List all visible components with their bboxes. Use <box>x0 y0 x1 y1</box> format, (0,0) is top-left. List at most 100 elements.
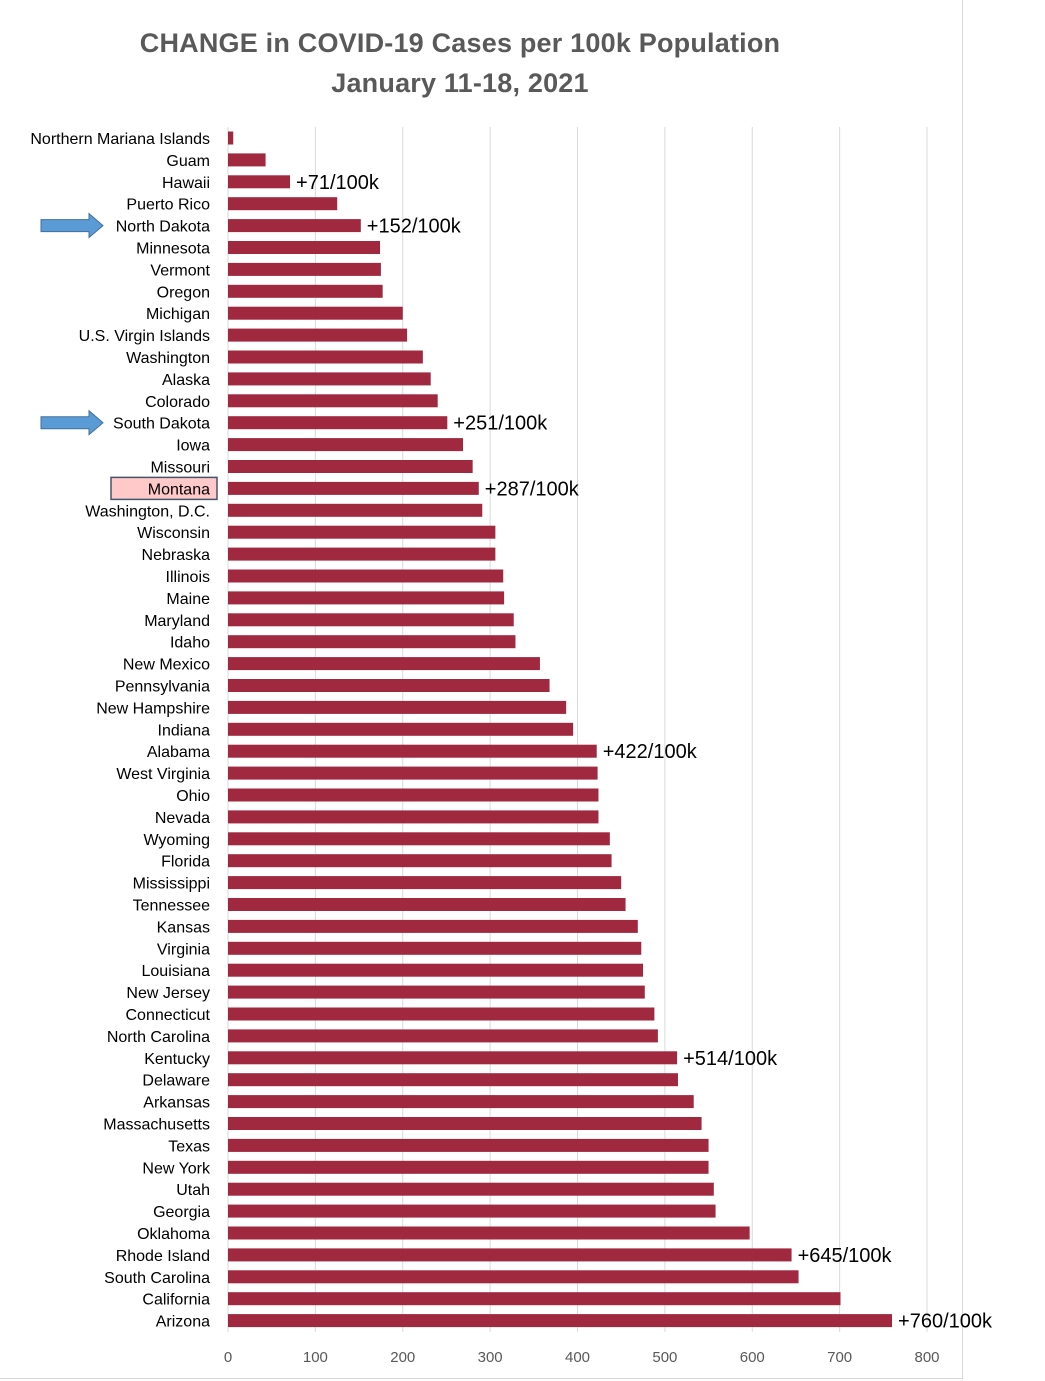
bar-rhode-island <box>228 1248 792 1262</box>
highlight-box <box>110 476 218 501</box>
bar-maryland <box>228 613 514 627</box>
bar-south-carolina <box>228 1270 799 1284</box>
category-label-west-virginia: West Virginia <box>116 766 210 783</box>
category-label-wisconsin: Wisconsin <box>137 525 210 542</box>
arrow-icon-south-dakota <box>40 409 104 436</box>
bar-north-carolina <box>228 1029 658 1043</box>
x-tick-label-400: 400 <box>565 1349 590 1366</box>
category-label-hawaii: Hawaii <box>162 175 210 192</box>
category-label-south-dakota: South Dakota <box>113 416 210 433</box>
category-label-massachusetts: Massachusetts <box>103 1117 210 1134</box>
arrows <box>40 212 104 436</box>
category-label-oregon: Oregon <box>157 284 210 301</box>
category-labels: Northern Mariana Islands Guam Hawaii Puerto… <box>30 131 211 1331</box>
bar-vermont <box>228 262 381 276</box>
bar-virginia <box>228 941 642 955</box>
bar-kentucky <box>228 1051 678 1065</box>
bar-west-virginia <box>228 766 598 780</box>
category-label-north-carolina: North Carolina <box>107 1029 210 1046</box>
category-label-indiana: Indiana <box>158 722 211 739</box>
category-label-maryland: Maryland <box>144 613 210 630</box>
category-label-illinois: Illinois <box>166 569 210 586</box>
category-label-connecticut: Connecticut <box>126 1007 211 1024</box>
bar-minnesota <box>228 241 381 254</box>
bar-louisiana <box>228 963 644 977</box>
x-tick-label-100: 100 <box>303 1349 328 1366</box>
category-label-arkansas: Arkansas <box>143 1095 210 1112</box>
bar-mississippi <box>228 876 622 890</box>
category-label-alabama: Alabama <box>147 744 210 761</box>
bar-georgia <box>228 1204 716 1218</box>
data-label-kentucky: +514/100k <box>683 1048 778 1070</box>
bar-south-dakota <box>228 416 448 430</box>
bar-new-mexico <box>228 657 540 671</box>
bar-texas <box>228 1138 709 1152</box>
x-tick-label-500: 500 <box>652 1349 677 1366</box>
category-label-pennsylvania: Pennsylvania <box>115 679 210 696</box>
category-label-nevada: Nevada <box>155 810 210 827</box>
bar-kansas <box>228 919 638 933</box>
bar-alabama <box>228 744 597 758</box>
x-tick-label-700: 700 <box>827 1349 852 1366</box>
data-label-north-dakota: +152/100k <box>367 216 462 238</box>
bar-idaho <box>228 635 516 649</box>
category-label-new-hampshire: New Hampshire <box>96 700 210 717</box>
bar-maine <box>228 591 505 605</box>
category-label-new-jersey: New Jersey <box>126 985 210 1002</box>
bar-oregon <box>228 284 383 298</box>
bar-oklahoma <box>228 1226 750 1240</box>
x-tick-label-0: 0 <box>224 1349 232 1366</box>
category-label-new-york: New York <box>142 1160 211 1177</box>
bar-delaware <box>228 1073 678 1087</box>
category-label-iowa: Iowa <box>176 438 210 455</box>
bar-missouri <box>228 460 473 473</box>
category-label-rhode-island: Rhode Island <box>116 1248 210 1265</box>
bar-wisconsin <box>228 525 496 539</box>
bar-new-york <box>228 1160 709 1174</box>
category-label-minnesota: Minnesota <box>136 241 210 258</box>
bar-new-jersey <box>228 985 645 999</box>
category-label-u-s-virgin-islands: U.S. Virgin Islands <box>79 328 210 345</box>
bar-massachusetts <box>228 1117 702 1130</box>
category-label-kansas: Kansas <box>157 919 210 936</box>
category-label-missouri: Missouri <box>150 460 210 477</box>
bar-connecticut <box>228 1007 655 1021</box>
bar-ohio <box>228 788 599 802</box>
category-label-nebraska: Nebraska <box>142 547 211 564</box>
data-label-rhode-island: +645/100k <box>798 1245 893 1267</box>
bar-wyoming <box>228 832 610 846</box>
category-label-alaska: Alaska <box>162 372 210 389</box>
bar-illinois <box>228 569 504 583</box>
category-label-north-dakota: North Dakota <box>116 219 210 236</box>
x-tick-label-200: 200 <box>390 1349 415 1366</box>
bar-florida <box>228 854 612 868</box>
bar-guam <box>228 153 266 167</box>
bar-pennsylvania <box>228 679 550 692</box>
category-label-vermont: Vermont <box>150 262 210 279</box>
category-label-mississippi: Mississippi <box>133 876 210 893</box>
category-label-michigan: Michigan <box>146 306 210 323</box>
data-label-alabama: +422/100k <box>603 741 698 763</box>
category-label-georgia: Georgia <box>153 1204 210 1221</box>
bar-indiana <box>228 722 574 736</box>
data-label-south-dakota: +251/100k <box>453 413 548 435</box>
bar-nevada <box>228 810 599 824</box>
category-label-maine: Maine <box>166 591 210 608</box>
arrow-icon-north-dakota <box>40 212 104 239</box>
category-label-kentucky: Kentucky <box>144 1051 210 1068</box>
bar-new-hampshire <box>228 700 567 714</box>
category-label-texas: Texas <box>168 1138 210 1155</box>
bar-california <box>228 1292 841 1306</box>
category-label-northern-mariana-islands: Northern Mariana Islands <box>30 131 210 148</box>
bar-hawaii <box>228 175 291 189</box>
category-label-delaware: Delaware <box>142 1073 210 1090</box>
x-tick-label-600: 600 <box>740 1349 765 1366</box>
category-label-wyoming: Wyoming <box>143 832 210 849</box>
highlight-layer <box>110 476 218 501</box>
category-label-washington-d-c: Washington, D.C. <box>85 503 210 520</box>
category-label-florida: Florida <box>161 854 210 871</box>
data-label-arizona: +760/100k <box>898 1311 993 1333</box>
category-label-montana: Montana <box>148 481 210 498</box>
bar-puerto-rico <box>228 197 338 211</box>
